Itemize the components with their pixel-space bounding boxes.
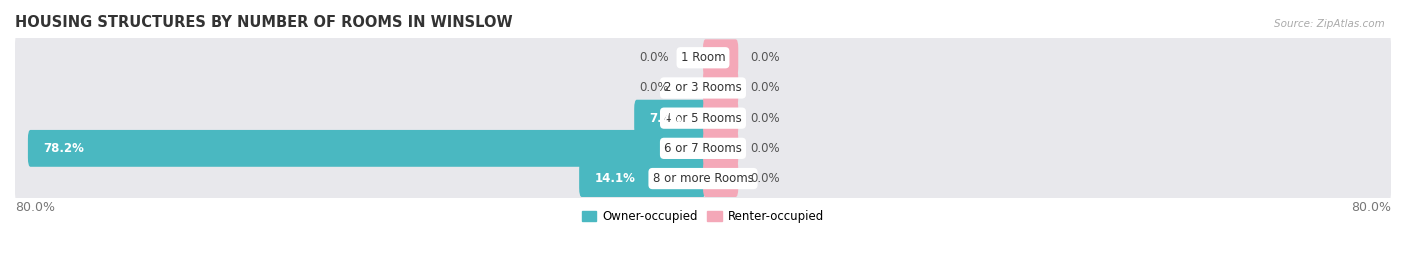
Text: 14.1%: 14.1%: [595, 172, 636, 185]
Text: 0.0%: 0.0%: [638, 51, 669, 64]
Text: 0.0%: 0.0%: [751, 172, 780, 185]
Legend: Owner-occupied, Renter-occupied: Owner-occupied, Renter-occupied: [578, 205, 828, 228]
Text: 1 Room: 1 Room: [681, 51, 725, 64]
FancyBboxPatch shape: [703, 69, 738, 106]
FancyBboxPatch shape: [15, 151, 1391, 206]
Text: 7.7%: 7.7%: [650, 112, 682, 125]
FancyBboxPatch shape: [703, 100, 738, 137]
Text: 0.0%: 0.0%: [751, 51, 780, 64]
FancyBboxPatch shape: [703, 130, 738, 167]
Text: 8 or more Rooms: 8 or more Rooms: [652, 172, 754, 185]
Text: 0.0%: 0.0%: [638, 82, 669, 94]
Text: 6 or 7 Rooms: 6 or 7 Rooms: [664, 142, 742, 155]
FancyBboxPatch shape: [15, 61, 1391, 115]
FancyBboxPatch shape: [634, 100, 706, 137]
Text: 80.0%: 80.0%: [1351, 201, 1391, 214]
FancyBboxPatch shape: [703, 39, 738, 76]
Text: 4 or 5 Rooms: 4 or 5 Rooms: [664, 112, 742, 125]
Text: Source: ZipAtlas.com: Source: ZipAtlas.com: [1274, 19, 1385, 29]
FancyBboxPatch shape: [15, 91, 1391, 146]
Text: 0.0%: 0.0%: [751, 142, 780, 155]
Text: 0.0%: 0.0%: [751, 82, 780, 94]
FancyBboxPatch shape: [28, 130, 706, 167]
Text: 78.2%: 78.2%: [44, 142, 84, 155]
Text: 80.0%: 80.0%: [15, 201, 55, 214]
FancyBboxPatch shape: [703, 160, 738, 197]
Text: 2 or 3 Rooms: 2 or 3 Rooms: [664, 82, 742, 94]
FancyBboxPatch shape: [15, 30, 1391, 85]
Text: HOUSING STRUCTURES BY NUMBER OF ROOMS IN WINSLOW: HOUSING STRUCTURES BY NUMBER OF ROOMS IN…: [15, 15, 513, 30]
Text: 0.0%: 0.0%: [751, 112, 780, 125]
FancyBboxPatch shape: [15, 121, 1391, 176]
FancyBboxPatch shape: [579, 160, 706, 197]
